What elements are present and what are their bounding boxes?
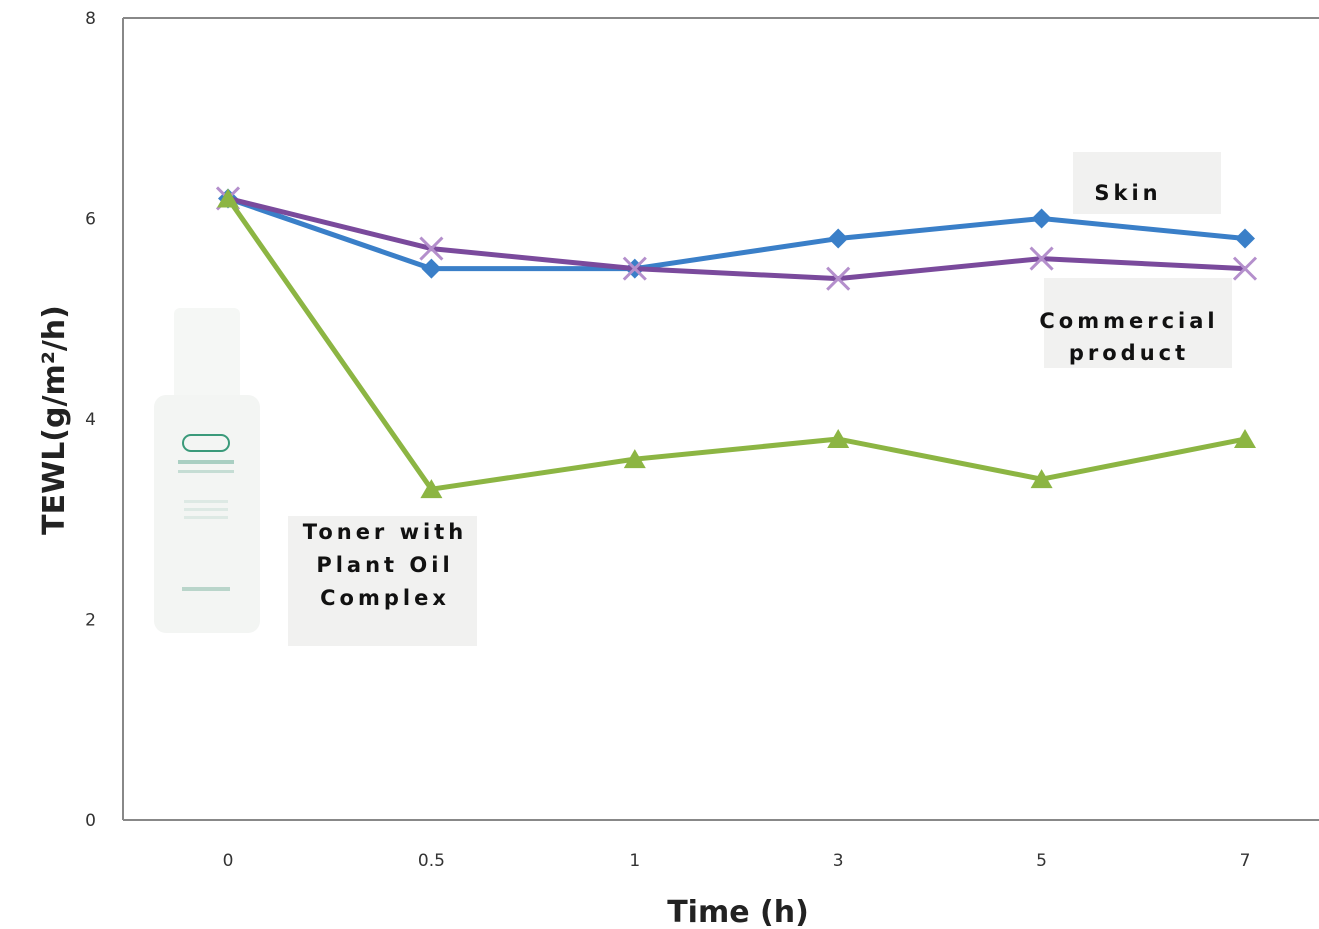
data-point (1235, 228, 1255, 249)
data-point (1234, 429, 1256, 449)
data-point (826, 266, 851, 291)
bottle-label-line (178, 460, 234, 464)
x-tick-label: 0.5 (418, 851, 445, 871)
y-tick-label: 2 (85, 611, 96, 631)
y-tick-labels: 0 2 4 6 8 (85, 9, 96, 831)
series-1 (215, 186, 1258, 291)
bottle-brand-line (182, 587, 230, 591)
toner-bottle-icon (154, 308, 260, 633)
x-tick-label: 1 (629, 851, 640, 871)
data-point (827, 429, 850, 449)
data-point (623, 449, 646, 469)
commercial-label-box (1044, 278, 1232, 368)
data-point (420, 479, 443, 499)
toner-label-line-3: Complex (320, 586, 450, 610)
bottle-body (154, 395, 260, 633)
x-tick-label: 0 (223, 851, 234, 871)
bottle-label-line (184, 500, 228, 503)
series-line (227, 196, 1246, 272)
data-point (1232, 256, 1258, 281)
bottle-neck (174, 308, 240, 400)
commercial-label-line-1: Commercial (1039, 309, 1219, 333)
x-axis-title: Time (h) (667, 895, 809, 929)
y-tick-label: 6 (85, 210, 96, 230)
data-point (622, 256, 647, 281)
toner-label-box (288, 516, 477, 646)
skin-label-box (1073, 152, 1221, 214)
series-2 (217, 188, 1256, 499)
y-tick-label: 0 (85, 811, 96, 831)
data-point (217, 188, 239, 208)
y-tick-label: 4 (85, 410, 96, 430)
toner-label: Toner with Plant Oil Complex (290, 516, 480, 615)
data-point (1031, 208, 1052, 229)
data-point (828, 228, 849, 249)
data-point (1029, 246, 1054, 271)
series-line (227, 196, 1246, 282)
x-tick-label: 5 (1036, 851, 1047, 871)
bottle-label-line (184, 516, 228, 519)
x-tick-label: 3 (833, 851, 844, 871)
skin-label-text: Skin (1094, 181, 1162, 205)
skin-label: Skin (1073, 177, 1183, 210)
toner-label-line-1: Toner with (302, 520, 468, 544)
data-point (1030, 469, 1053, 489)
x-tick-label: 7 (1240, 851, 1251, 871)
y-axis-title: TEWL(g/m²/h) (37, 305, 72, 535)
toner-label-line-2: Plant Oil (316, 553, 454, 577)
bottle-label-line (184, 508, 228, 511)
x-tick-labels: 0 0.5 1 3 5 7 (223, 851, 1251, 871)
data-point (419, 236, 444, 261)
y-tick-label: 8 (85, 9, 96, 29)
axes (122, 17, 1319, 821)
series-layer (215, 186, 1258, 499)
series-line (225, 197, 1246, 492)
bottle-label-line (178, 470, 234, 473)
data-point (421, 258, 442, 279)
commercial-label-line-2: product (1068, 341, 1190, 365)
bottle-label-logo (182, 434, 230, 452)
commercial-label: Commercial product (1024, 305, 1234, 369)
